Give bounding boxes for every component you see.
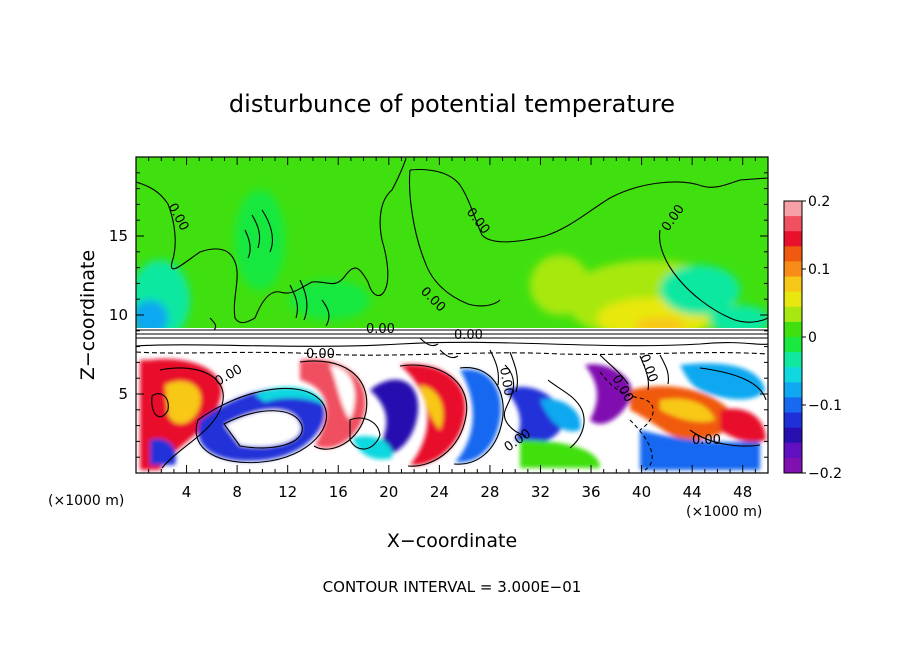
colorbar-swatch xyxy=(784,201,802,217)
colorbar-swatch xyxy=(784,367,802,383)
x-tick-label: 24 xyxy=(430,483,449,501)
colorbar-swatch xyxy=(784,412,802,429)
colorbar-swatch xyxy=(784,397,802,414)
contour-interval-note: CONTOUR INTERVAL = 3.000E−01 xyxy=(323,578,582,596)
x-axis: 4 8 12 16 20 24 28 32 36 40 44 48 xyxy=(148,157,756,501)
colorbar-swatch xyxy=(784,216,802,232)
contour-label: 0.00 xyxy=(454,328,483,343)
colorbar-swatch xyxy=(784,306,802,323)
x-unit-right: (×1000 m) xyxy=(686,504,762,520)
x-tick-label: 44 xyxy=(683,483,702,501)
colorbar-tick-label: −0.2 xyxy=(808,466,842,482)
colorbar-swatch xyxy=(784,457,802,474)
contour-lines xyxy=(136,157,768,471)
x-tick-label: 16 xyxy=(329,483,348,501)
x-tick-label: 12 xyxy=(278,483,297,501)
x-tick-label: 48 xyxy=(733,483,752,501)
x-tick-label: 4 xyxy=(182,483,192,501)
x-tick-label: 40 xyxy=(632,483,651,501)
x-tick-label: 32 xyxy=(531,483,550,501)
colorbar-tick-label: 0.2 xyxy=(808,194,830,210)
y-tick-label: 5 xyxy=(118,385,128,403)
colorbar-tick-label: −0.1 xyxy=(808,398,842,414)
colorbar-swatch xyxy=(784,291,802,308)
colorbar-swatch xyxy=(784,382,802,398)
y-tick-label: 10 xyxy=(109,306,128,324)
x-axis-label: X−coordinate xyxy=(387,530,517,552)
colorbar-tick-label: 0 xyxy=(808,330,817,346)
y-axis: 5 10 15 xyxy=(109,172,768,458)
colorbar-swatch xyxy=(784,337,802,353)
x-unit-left: (×1000 m) xyxy=(48,493,124,509)
contour-label: 0.00 xyxy=(496,366,516,397)
x-tick-label: 20 xyxy=(379,483,398,501)
colorbar-swatch xyxy=(784,427,802,444)
colorbar-swatch xyxy=(784,261,802,278)
x-tick-label: 8 xyxy=(232,483,242,501)
colorbar: 0.2 0.1 0 −0.1 −0.2 xyxy=(783,194,842,482)
contour-label: 0.00 xyxy=(692,433,721,448)
contour-label: 0.00 xyxy=(366,322,395,337)
colorbar-tick-label: 0.1 xyxy=(808,262,830,278)
x-tick-label: 28 xyxy=(480,483,499,501)
y-axis-label: Z−coordinate xyxy=(77,250,99,380)
x-tick-label: 36 xyxy=(581,483,600,501)
colorbar-swatch xyxy=(784,352,802,368)
colorbar-swatch xyxy=(784,276,802,293)
colorbar-swatch xyxy=(784,231,802,247)
lower-layer-structures xyxy=(140,359,766,470)
chart-title: disturbunce of potential temperature xyxy=(229,90,675,118)
upper-layer-anomalies xyxy=(136,190,768,340)
colorbar-swatch xyxy=(784,246,802,262)
colorbar-swatch xyxy=(784,442,802,459)
contour-label: 0.00 xyxy=(306,347,335,362)
colorbar-swatch xyxy=(784,321,802,338)
y-tick-label: 15 xyxy=(109,227,128,245)
heatmap-field xyxy=(136,157,768,473)
